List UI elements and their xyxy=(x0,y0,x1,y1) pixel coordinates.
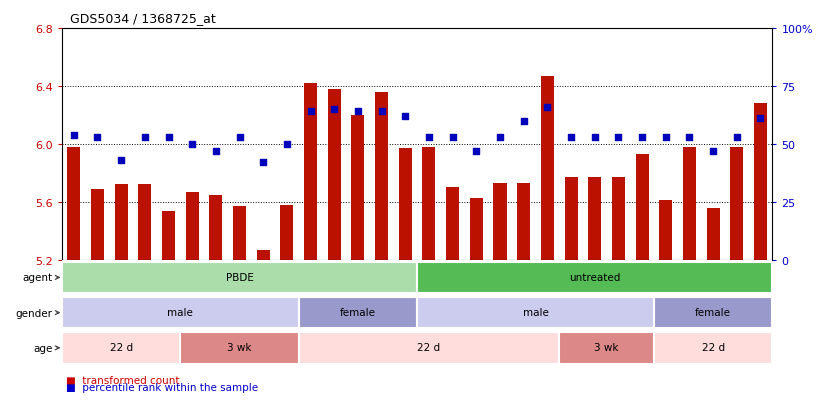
Bar xyxy=(446,188,459,260)
Point xyxy=(209,148,222,155)
Bar xyxy=(299,332,559,364)
Bar xyxy=(417,262,772,294)
Bar xyxy=(299,297,417,329)
Text: 3 wk: 3 wk xyxy=(227,342,252,352)
Bar xyxy=(517,183,530,260)
Text: 3 wk: 3 wk xyxy=(595,342,619,352)
Bar xyxy=(67,147,80,260)
Point xyxy=(115,157,128,164)
Bar xyxy=(417,297,654,329)
Bar xyxy=(470,198,483,260)
Bar xyxy=(683,147,696,260)
Bar xyxy=(280,205,293,260)
Bar xyxy=(138,185,151,260)
Bar xyxy=(541,77,554,260)
Point xyxy=(280,141,293,148)
Bar xyxy=(654,297,772,329)
Bar xyxy=(91,189,104,260)
Text: female: female xyxy=(340,307,376,317)
Bar xyxy=(180,332,299,364)
Bar xyxy=(635,155,648,260)
Point xyxy=(493,134,506,141)
Text: 22 d: 22 d xyxy=(110,342,133,352)
Point xyxy=(517,118,530,125)
Bar xyxy=(186,192,199,260)
Text: female: female xyxy=(695,307,731,317)
Point xyxy=(399,114,412,120)
Point xyxy=(564,134,577,141)
Point xyxy=(754,116,767,122)
Bar xyxy=(351,116,364,260)
Point xyxy=(706,148,719,155)
Text: ■  transformed count: ■ transformed count xyxy=(66,375,179,385)
Point xyxy=(683,134,696,141)
Text: ■  percentile rank within the sample: ■ percentile rank within the sample xyxy=(66,382,259,392)
Bar xyxy=(115,185,128,260)
Bar xyxy=(588,178,601,260)
Point xyxy=(446,134,459,141)
Text: untreated: untreated xyxy=(569,272,620,282)
Point xyxy=(328,107,341,113)
Bar xyxy=(706,208,719,260)
Point xyxy=(588,134,601,141)
Bar xyxy=(162,211,175,260)
Point xyxy=(304,109,317,116)
Point xyxy=(91,134,104,141)
Point xyxy=(422,134,435,141)
Bar xyxy=(304,84,317,260)
Bar xyxy=(730,147,743,260)
Point xyxy=(233,134,246,141)
Point xyxy=(470,148,483,155)
Text: gender: gender xyxy=(16,308,53,318)
Bar xyxy=(62,262,417,294)
Bar xyxy=(209,195,222,260)
Bar xyxy=(62,332,180,364)
Text: 22 d: 22 d xyxy=(701,342,724,352)
Bar xyxy=(399,149,412,260)
Text: agent: agent xyxy=(22,273,53,283)
Point xyxy=(138,134,151,141)
Bar xyxy=(233,206,246,260)
Point xyxy=(375,109,388,116)
Bar xyxy=(257,250,270,260)
Point xyxy=(67,132,80,139)
Bar xyxy=(375,93,388,260)
Point xyxy=(541,104,554,111)
Text: PBDE: PBDE xyxy=(225,272,254,282)
Bar xyxy=(328,90,341,260)
Point xyxy=(635,134,648,141)
Text: age: age xyxy=(33,343,53,353)
Text: male: male xyxy=(523,307,548,317)
Bar xyxy=(612,178,625,260)
Bar xyxy=(659,201,672,260)
Bar xyxy=(422,147,435,260)
Bar xyxy=(62,297,299,329)
Text: 22 d: 22 d xyxy=(417,342,440,352)
Point xyxy=(162,134,175,141)
Point xyxy=(257,160,270,166)
Bar xyxy=(493,183,506,260)
Point xyxy=(186,141,199,148)
Point xyxy=(351,109,364,116)
Point xyxy=(730,134,743,141)
Text: GDS5034 / 1368725_at: GDS5034 / 1368725_at xyxy=(70,12,216,25)
Bar xyxy=(559,332,654,364)
Bar xyxy=(654,332,772,364)
Text: male: male xyxy=(168,307,193,317)
Bar xyxy=(564,178,577,260)
Bar xyxy=(754,104,767,260)
Point xyxy=(659,134,672,141)
Point xyxy=(612,134,625,141)
